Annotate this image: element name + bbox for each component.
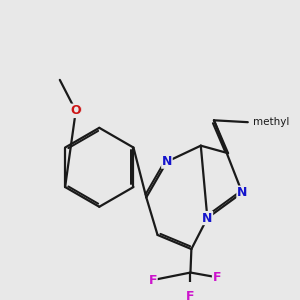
Text: F: F (212, 271, 221, 284)
Text: F: F (148, 274, 157, 286)
Text: O: O (70, 104, 81, 117)
Text: F: F (186, 290, 195, 300)
Text: N: N (162, 155, 172, 168)
Text: N: N (202, 212, 213, 224)
Text: O: O (70, 104, 81, 117)
Text: methyl: methyl (253, 117, 289, 127)
Text: N: N (237, 186, 247, 199)
